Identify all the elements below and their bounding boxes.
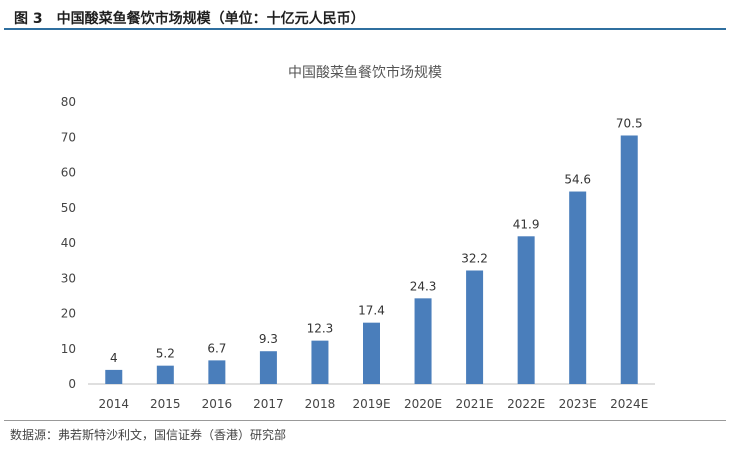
bar (466, 270, 484, 384)
x-tick-label: 2018 (305, 397, 336, 411)
y-tick-label: 30 (61, 271, 76, 285)
bar (208, 360, 226, 384)
bar (517, 236, 535, 384)
x-tick-label: 2015 (150, 397, 181, 411)
bar-value-label: 5.2 (156, 347, 175, 361)
bar (105, 369, 123, 384)
x-tick-label: 2022E (507, 397, 545, 411)
y-tick-label: 60 (61, 166, 76, 180)
bars-group: 4 5.2 6.7 9.3 12.3 17.4 24.3 32.2 41.9 54.6 70.5 (105, 116, 643, 384)
x-tick-label: 2017 (253, 397, 284, 411)
bar-value-label: 32.2 (461, 252, 488, 266)
y-tick-label: 20 (61, 307, 76, 321)
x-tick-label: 2019E (352, 397, 390, 411)
footer-divider (4, 420, 726, 421)
y-tick-label: 40 (61, 236, 76, 250)
bar-value-label: 4 (110, 351, 118, 365)
y-tick-label: 80 (61, 95, 76, 109)
bar (620, 135, 638, 384)
bar-value-label: 12.3 (307, 322, 334, 336)
bar (363, 322, 380, 384)
bar (156, 365, 174, 384)
bar-value-label: 9.3 (259, 332, 278, 346)
figure-header: 图 3 中国酸菜鱼餐饮市场规模（单位：十亿元人民币） (4, 4, 726, 30)
source-note: 数据源：弗若斯特沙利文，国信证券（香港）研究部 (10, 428, 287, 442)
x-tick-label: 2020E (404, 397, 442, 411)
chart-title: 中国酸菜鱼餐饮市场规模 (288, 64, 442, 81)
x-tick-label: 2024E (610, 397, 648, 411)
bar-value-label: 6.7 (207, 341, 226, 355)
bar-value-label: 70.5 (616, 116, 643, 130)
x-axis: 2014 2015 2016 2017 2018 2019E 2020E 2021E 2022E… (98, 397, 648, 411)
x-tick-label: 2021E (456, 397, 494, 411)
bar-value-label: 41.9 (513, 217, 540, 231)
x-tick-label: 2014 (98, 397, 129, 411)
y-tick-label: 70 (61, 130, 76, 144)
y-axis: 0 10 20 30 40 50 60 70 80 (61, 95, 76, 391)
y-tick-label: 0 (68, 377, 76, 391)
bar (414, 298, 432, 384)
y-tick-label: 10 (61, 342, 76, 356)
x-tick-label: 2023E (559, 397, 597, 411)
bar-value-label: 17.4 (358, 304, 385, 318)
bar (569, 191, 587, 384)
x-tick-label: 2016 (202, 397, 233, 411)
bar-value-label: 24.3 (410, 279, 437, 293)
bar (311, 340, 329, 384)
bar (259, 351, 277, 384)
y-tick-label: 50 (61, 201, 76, 215)
figure-caption: 图 3 中国酸菜鱼餐饮市场规模（单位：十亿元人民币） (14, 11, 365, 27)
bar-value-label: 54.6 (564, 173, 591, 187)
